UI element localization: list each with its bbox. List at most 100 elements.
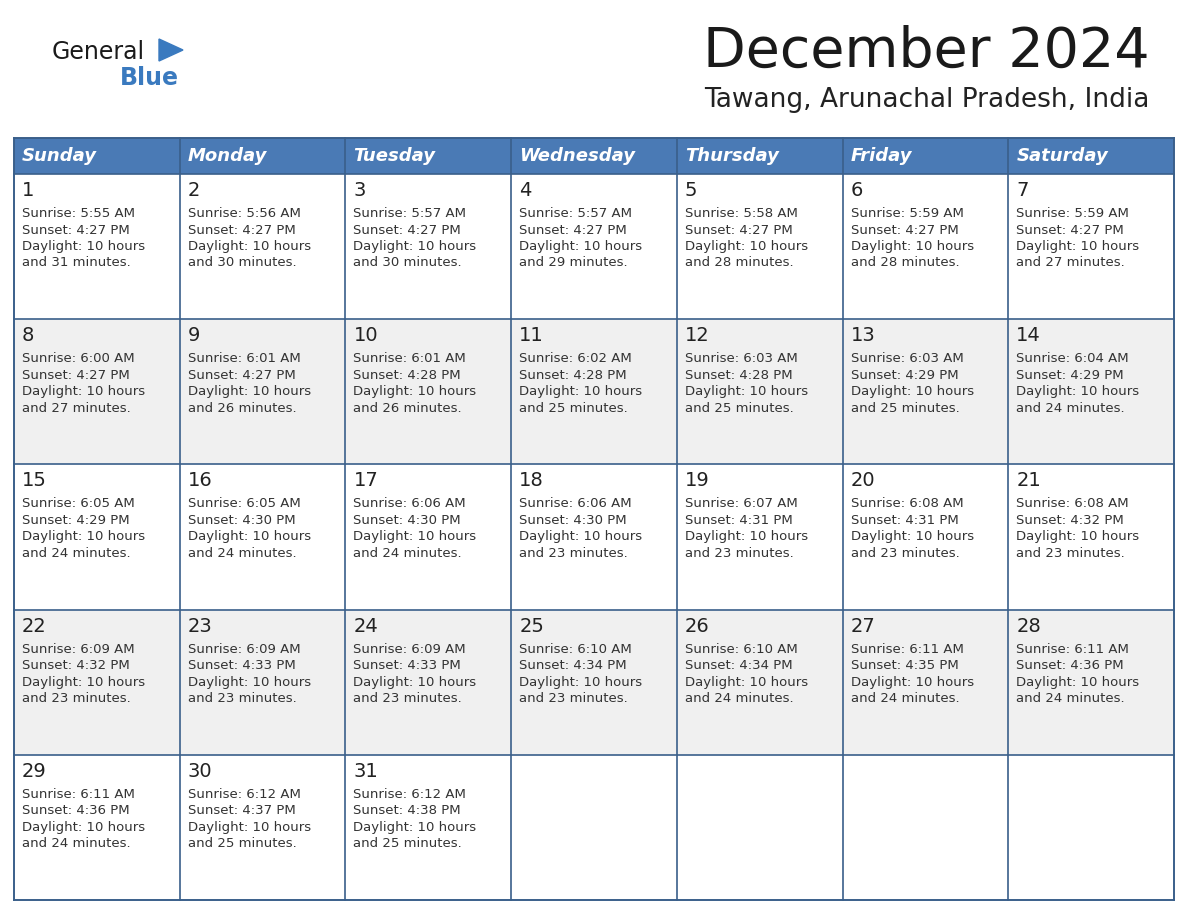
- Text: 26: 26: [684, 617, 709, 635]
- Text: 3: 3: [353, 181, 366, 200]
- Text: Sunrise: 6:06 AM: Sunrise: 6:06 AM: [519, 498, 632, 510]
- Text: and 28 minutes.: and 28 minutes.: [851, 256, 959, 270]
- Bar: [511, 319, 677, 465]
- Text: and 23 minutes.: and 23 minutes.: [353, 692, 462, 705]
- Text: Daylight: 10 hours: Daylight: 10 hours: [684, 386, 808, 398]
- Text: and 23 minutes.: and 23 minutes.: [851, 547, 960, 560]
- Text: Daylight: 10 hours: Daylight: 10 hours: [684, 240, 808, 253]
- Bar: [677, 174, 842, 319]
- Text: Daylight: 10 hours: Daylight: 10 hours: [519, 386, 643, 398]
- Text: and 23 minutes.: and 23 minutes.: [23, 692, 131, 705]
- Text: Blue: Blue: [120, 66, 179, 90]
- Text: 11: 11: [519, 326, 544, 345]
- Text: Sunrise: 6:11 AM: Sunrise: 6:11 AM: [1016, 643, 1129, 655]
- Text: Daylight: 10 hours: Daylight: 10 hours: [23, 676, 145, 688]
- Text: and 23 minutes.: and 23 minutes.: [519, 547, 628, 560]
- Text: Sunrise: 6:04 AM: Sunrise: 6:04 AM: [1016, 353, 1129, 365]
- Bar: [677, 465, 842, 610]
- Bar: [842, 610, 1009, 755]
- Text: Sunset: 4:33 PM: Sunset: 4:33 PM: [188, 659, 296, 672]
- Text: Sunrise: 5:57 AM: Sunrise: 5:57 AM: [353, 207, 467, 220]
- Bar: [511, 174, 677, 319]
- Text: Daylight: 10 hours: Daylight: 10 hours: [23, 821, 145, 834]
- Bar: [14, 138, 179, 174]
- Bar: [842, 174, 1009, 319]
- Text: Sunrise: 6:00 AM: Sunrise: 6:00 AM: [23, 353, 134, 365]
- Text: Daylight: 10 hours: Daylight: 10 hours: [851, 531, 974, 543]
- Text: Sunset: 4:38 PM: Sunset: 4:38 PM: [353, 804, 461, 817]
- Text: Sunset: 4:34 PM: Sunset: 4:34 PM: [684, 659, 792, 672]
- Text: Sunset: 4:32 PM: Sunset: 4:32 PM: [1016, 514, 1124, 527]
- Bar: [511, 755, 677, 900]
- Text: Sunrise: 6:08 AM: Sunrise: 6:08 AM: [851, 498, 963, 510]
- Text: 19: 19: [684, 472, 709, 490]
- Text: Tawang, Arunachal Pradesh, India: Tawang, Arunachal Pradesh, India: [704, 87, 1150, 113]
- Text: Daylight: 10 hours: Daylight: 10 hours: [851, 386, 974, 398]
- Bar: [842, 755, 1009, 900]
- Text: 18: 18: [519, 472, 544, 490]
- Bar: [1009, 610, 1174, 755]
- Text: 20: 20: [851, 472, 876, 490]
- Bar: [14, 465, 179, 610]
- Text: General: General: [52, 40, 145, 64]
- Bar: [179, 465, 346, 610]
- Text: 14: 14: [1016, 326, 1041, 345]
- Bar: [677, 755, 842, 900]
- Bar: [842, 138, 1009, 174]
- Text: 4: 4: [519, 181, 531, 200]
- Text: Daylight: 10 hours: Daylight: 10 hours: [353, 676, 476, 688]
- Text: Sunset: 4:29 PM: Sunset: 4:29 PM: [1016, 369, 1124, 382]
- Text: Daylight: 10 hours: Daylight: 10 hours: [519, 240, 643, 253]
- Text: 29: 29: [23, 762, 46, 781]
- Text: Sunset: 4:27 PM: Sunset: 4:27 PM: [1016, 223, 1124, 237]
- Text: Sunset: 4:27 PM: Sunset: 4:27 PM: [353, 223, 461, 237]
- Text: and 24 minutes.: and 24 minutes.: [188, 547, 296, 560]
- Text: December 2024: December 2024: [703, 25, 1150, 79]
- Text: Sunrise: 6:10 AM: Sunrise: 6:10 AM: [519, 643, 632, 655]
- Text: Sunday: Sunday: [23, 147, 97, 165]
- Text: and 23 minutes.: and 23 minutes.: [519, 692, 628, 705]
- Text: Wednesday: Wednesday: [519, 147, 636, 165]
- Bar: [511, 610, 677, 755]
- Bar: [346, 465, 511, 610]
- Text: Sunset: 4:27 PM: Sunset: 4:27 PM: [684, 223, 792, 237]
- Text: and 25 minutes.: and 25 minutes.: [519, 402, 628, 415]
- Text: Sunrise: 6:02 AM: Sunrise: 6:02 AM: [519, 353, 632, 365]
- Text: Sunrise: 6:10 AM: Sunrise: 6:10 AM: [684, 643, 797, 655]
- Text: Sunset: 4:29 PM: Sunset: 4:29 PM: [851, 369, 959, 382]
- Text: and 25 minutes.: and 25 minutes.: [851, 402, 960, 415]
- Text: Sunset: 4:28 PM: Sunset: 4:28 PM: [684, 369, 792, 382]
- Bar: [179, 755, 346, 900]
- Text: Daylight: 10 hours: Daylight: 10 hours: [353, 386, 476, 398]
- Bar: [346, 138, 511, 174]
- Text: and 24 minutes.: and 24 minutes.: [23, 547, 131, 560]
- Text: Daylight: 10 hours: Daylight: 10 hours: [188, 676, 311, 688]
- Bar: [511, 138, 677, 174]
- Text: Daylight: 10 hours: Daylight: 10 hours: [1016, 676, 1139, 688]
- Text: Daylight: 10 hours: Daylight: 10 hours: [188, 821, 311, 834]
- Bar: [179, 319, 346, 465]
- Text: and 25 minutes.: and 25 minutes.: [188, 837, 297, 850]
- Text: 9: 9: [188, 326, 200, 345]
- Text: Sunrise: 6:12 AM: Sunrise: 6:12 AM: [353, 788, 467, 800]
- Text: Monday: Monday: [188, 147, 267, 165]
- Text: Sunrise: 6:01 AM: Sunrise: 6:01 AM: [353, 353, 466, 365]
- Text: 1: 1: [23, 181, 34, 200]
- Text: Sunrise: 6:07 AM: Sunrise: 6:07 AM: [684, 498, 797, 510]
- Text: and 24 minutes.: and 24 minutes.: [23, 837, 131, 850]
- Text: Sunset: 4:27 PM: Sunset: 4:27 PM: [188, 223, 296, 237]
- Text: Sunset: 4:35 PM: Sunset: 4:35 PM: [851, 659, 959, 672]
- Text: 12: 12: [684, 326, 709, 345]
- Bar: [179, 174, 346, 319]
- Text: and 25 minutes.: and 25 minutes.: [684, 402, 794, 415]
- Bar: [677, 319, 842, 465]
- Text: 17: 17: [353, 472, 378, 490]
- Text: Sunset: 4:37 PM: Sunset: 4:37 PM: [188, 804, 296, 817]
- Text: 16: 16: [188, 472, 213, 490]
- Text: and 31 minutes.: and 31 minutes.: [23, 256, 131, 270]
- Text: and 25 minutes.: and 25 minutes.: [353, 837, 462, 850]
- Text: Daylight: 10 hours: Daylight: 10 hours: [188, 386, 311, 398]
- Text: and 30 minutes.: and 30 minutes.: [188, 256, 296, 270]
- Text: 5: 5: [684, 181, 697, 200]
- Text: 24: 24: [353, 617, 378, 635]
